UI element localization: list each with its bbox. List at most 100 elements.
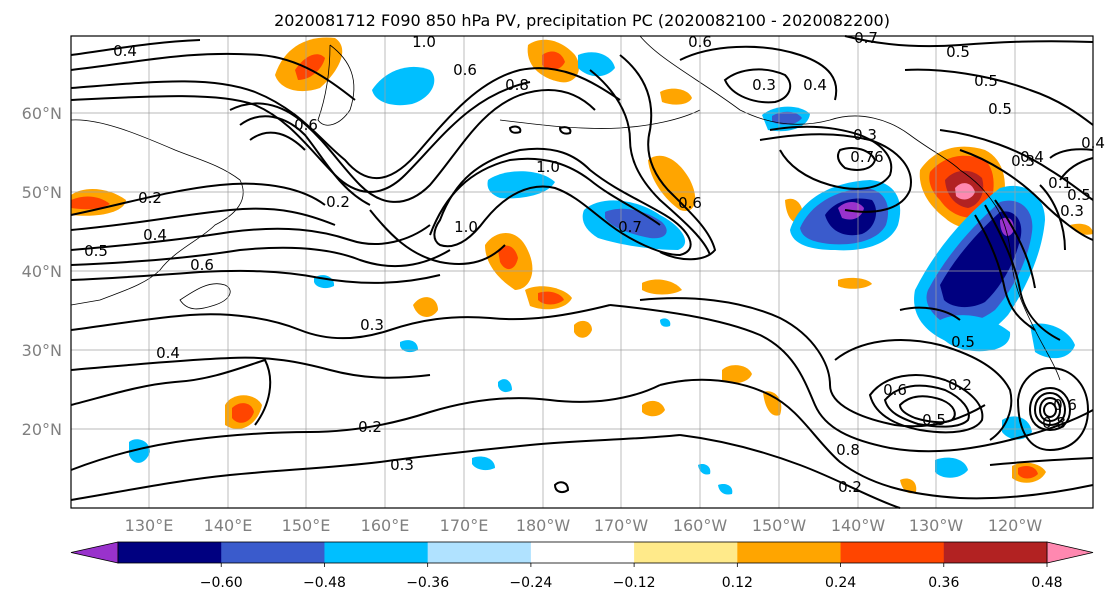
pv-contour-label: 0.5 xyxy=(974,72,998,90)
pv-contour xyxy=(883,384,970,428)
precip-negative-region xyxy=(718,484,733,495)
pv-contour xyxy=(769,125,893,190)
pv-contour xyxy=(898,395,956,424)
pv-contour xyxy=(989,457,1094,466)
precip-positive-region xyxy=(574,320,592,338)
pv-contour xyxy=(609,304,1094,453)
pv-contour-label: 1.0 xyxy=(454,218,478,236)
precip-negative-region xyxy=(660,318,671,327)
precip-negative-strong xyxy=(605,208,667,239)
precip-negative-region xyxy=(935,457,968,478)
pv-contour xyxy=(553,481,570,494)
longitude-label: 170°W xyxy=(594,516,649,535)
pv-contour xyxy=(844,35,1094,48)
pv-contour-label: 0.6 xyxy=(1053,396,1077,414)
colorbar-swatch xyxy=(943,542,1048,563)
colorbar-tick-label: −0.60 xyxy=(200,575,243,591)
pv-contour-label: 1.0 xyxy=(536,158,560,176)
colorbar-swatch xyxy=(324,542,429,563)
pv-contour-label: 0.3 xyxy=(360,316,384,334)
pv-contour-label: 0.6 xyxy=(190,256,214,274)
pv-contour xyxy=(1059,157,1094,181)
coastline-north-america xyxy=(994,204,1061,381)
precip-positive-region xyxy=(722,365,752,384)
longitude-label: 120°W xyxy=(988,516,1043,535)
pv-contour xyxy=(229,89,596,203)
precip-negative-region xyxy=(498,379,512,393)
longitude-labels: 130°E 140°E 150°E 160°E 170°E 180°W 170°W 160°W… xyxy=(125,516,1043,535)
pv-contour-label: 0.3 xyxy=(1011,152,1035,170)
pv-contour xyxy=(70,269,441,284)
pv-contour xyxy=(759,133,912,213)
pv-contour xyxy=(939,129,1094,201)
latitude-label: 30°N xyxy=(22,341,62,360)
precip-negative-region xyxy=(938,315,1011,352)
pv-contour xyxy=(994,199,1036,289)
pv-contour-label: 0.6 xyxy=(453,61,477,79)
pv-contour xyxy=(589,69,711,256)
pv-contour xyxy=(959,149,1094,241)
precip-positive-region xyxy=(763,391,782,416)
colorbar-swatch xyxy=(530,542,635,563)
precip-positive-region xyxy=(642,400,665,417)
latitude-labels: 60°N 50°N 40°N 30°N 20°N xyxy=(22,104,62,439)
longitude-label: 160°E xyxy=(361,516,410,535)
longitude-label: 160°W xyxy=(673,516,728,535)
pv-contour-label: 0.1 xyxy=(1048,174,1072,192)
pv-contour xyxy=(70,434,681,501)
colorbar-swatch xyxy=(221,542,325,563)
latitude-label: 50°N xyxy=(22,183,62,202)
pv-contour xyxy=(723,68,792,104)
colorbar-swatch xyxy=(737,542,842,563)
precip-negative-region xyxy=(372,66,435,106)
pv-contour-label: 0.5 xyxy=(922,411,946,429)
longitude-label: 170°E xyxy=(440,516,489,535)
colorbar-frame xyxy=(117,541,1048,564)
pv-contour xyxy=(70,207,336,231)
precip-negative-region xyxy=(1030,323,1075,359)
coastline-japan xyxy=(179,283,231,310)
pv-contour-label: 0.8 xyxy=(1042,414,1066,432)
precip-negative-region xyxy=(487,171,555,199)
pv-contour-label: 0.5 xyxy=(988,100,1012,118)
pv-contour-label: 0.5 xyxy=(946,43,970,61)
pv-contour-label: 0.4 xyxy=(1020,148,1044,166)
colorbar-tick-label: 0.48 xyxy=(1031,575,1062,591)
pv-contour xyxy=(70,39,201,56)
pv-contour-label: 0.76 xyxy=(850,148,883,166)
pv-contour xyxy=(1049,148,1094,159)
precip-negative-region xyxy=(472,456,495,471)
pv-contour-label: 0.5 xyxy=(951,333,975,351)
pv-contour xyxy=(239,115,371,206)
precip-positive-core xyxy=(1018,466,1038,479)
colorbar-tick-label: −0.36 xyxy=(406,575,449,591)
pv-contour-label: 0.8 xyxy=(836,441,860,459)
pv-contour-label: 0.8 xyxy=(505,76,529,94)
colorbar: −0.60 −0.48 −0.36 −0.24 −0.12 0.12 0.24 0.36 0.4… xyxy=(70,541,1094,591)
pv-contour xyxy=(1042,401,1058,419)
pv-contour xyxy=(70,182,326,216)
pv-contour-label: 0.6 xyxy=(294,116,318,134)
colorbar-swatch xyxy=(118,542,222,563)
graticule xyxy=(71,36,1093,508)
precip-positive-core xyxy=(498,245,518,270)
colorbar-tick-label: 0.24 xyxy=(825,575,856,591)
precip-negative-region xyxy=(129,439,150,463)
pv-contour xyxy=(1028,386,1072,432)
longitude-label: 150°E xyxy=(282,516,331,535)
precip-positive-region xyxy=(1070,223,1093,235)
precip-negative-strong xyxy=(772,111,802,125)
latitude-label: 20°N xyxy=(22,420,62,439)
pv-contour xyxy=(70,52,356,101)
pv-contour xyxy=(70,246,451,267)
pv-contour-label: 1.0 xyxy=(412,33,436,51)
pv-contour xyxy=(834,339,1013,441)
pv-contour-label: 0.2 xyxy=(838,478,862,496)
pv-contour xyxy=(429,157,661,236)
pv-contour xyxy=(639,297,986,428)
pv-contour-label: 0.3 xyxy=(390,456,414,474)
pv-contour-label: 0.7 xyxy=(854,29,878,47)
precip-positive-core xyxy=(232,403,254,423)
pv-contour-label: 0.4 xyxy=(113,42,137,60)
pv-contour xyxy=(369,209,506,266)
